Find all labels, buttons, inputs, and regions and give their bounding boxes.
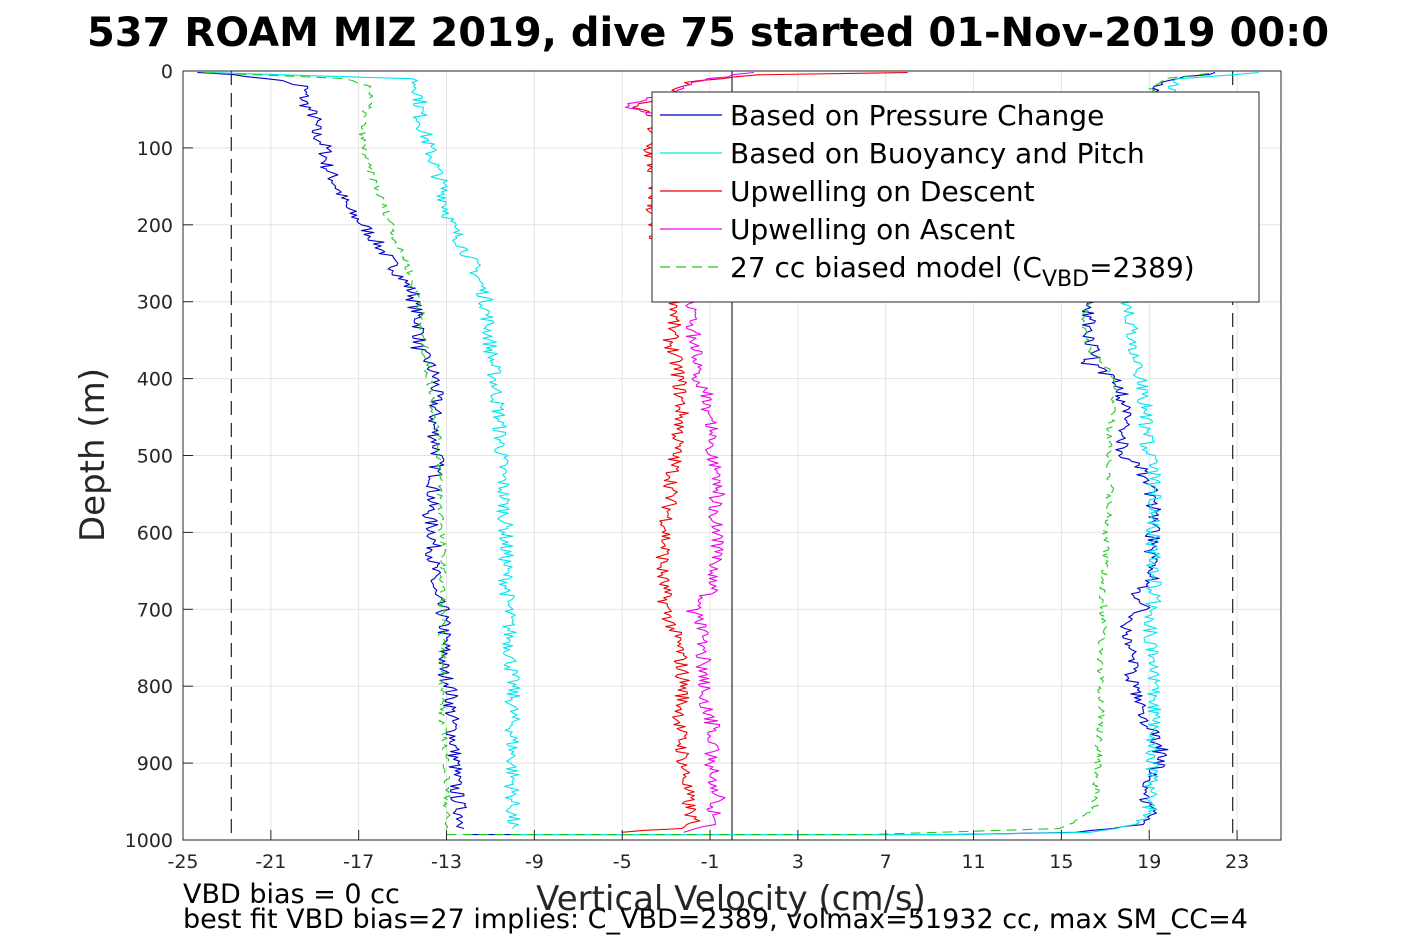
x-tick-label: -1 xyxy=(701,851,720,873)
x-axis-label: Vertical Velocity (cm/s) xyxy=(536,879,926,919)
y-tick-label: 500 xyxy=(137,446,173,468)
x-ticks: -25 -21 -17 -13 -9 -5 -1 3 7 11 15 19 23 xyxy=(167,830,1249,873)
x-tick-label: -9 xyxy=(525,851,544,873)
y-tick-label: 900 xyxy=(137,753,173,775)
y-tick-label: 0 xyxy=(161,61,173,83)
legend-label: Based on Buoyancy and Pitch xyxy=(730,137,1145,170)
x-tick-label: -17 xyxy=(343,851,374,873)
legend-label: Upwelling on Descent xyxy=(730,175,1035,208)
legend-box xyxy=(651,91,1260,303)
series-27-cc-biased-model xyxy=(204,71,1216,836)
legend-label: Based on Pressure Change xyxy=(730,99,1104,132)
series-line-27-cc-biased-model xyxy=(446,71,1216,836)
x-tick-label: 7 xyxy=(880,851,892,873)
y-tick-label: 700 xyxy=(137,599,173,621)
x-tick-label: -5 xyxy=(613,851,632,873)
x-tick-label: 15 xyxy=(1049,851,1073,873)
legend-entry: Based on Buoyancy and Pitch xyxy=(660,137,1145,170)
vbd-bias-note: VBD bias = 0 cc xyxy=(183,879,400,910)
x-tick-label: -25 xyxy=(167,851,198,873)
series-line-based-on-pressure-change xyxy=(197,71,467,830)
legend-label: 27 cc biased model (CVBD=2389) xyxy=(730,251,1195,292)
series-line-based-on-buoyancy-and-pitch xyxy=(210,71,521,829)
y-tick-label: 800 xyxy=(137,676,173,698)
x-tick-label: 19 xyxy=(1137,851,1161,873)
y-axis-label: Depth (m) xyxy=(73,368,113,542)
legend-entry: 27 cc biased model (CVBD=2389) xyxy=(660,251,1195,292)
chart-title: 537 ROAM MIZ 2019, dive 75 started 01-No… xyxy=(87,10,1329,56)
series-line-27-cc-biased-model xyxy=(204,71,451,829)
legend-label: Upwelling on Ascent xyxy=(730,213,1015,246)
y-tick-label: 1000 xyxy=(125,830,173,852)
legend: Based on Pressure Change Based on Buoyanc… xyxy=(651,91,1260,303)
x-tick-label: -13 xyxy=(431,851,462,873)
legend-entry: Upwelling on Ascent xyxy=(660,213,1015,246)
best-fit-note: best fit VBD bias=27 implies: C_VBD=2389… xyxy=(183,904,1248,935)
y-tick-label: 200 xyxy=(137,215,173,237)
legend-entry: Based on Pressure Change xyxy=(660,99,1104,132)
y-tick-label: 400 xyxy=(137,369,173,391)
x-tick-label: 3 xyxy=(792,851,804,873)
y-tick-label: 100 xyxy=(137,138,173,160)
x-tick-label: -21 xyxy=(255,851,286,873)
y-ticks: 0 100 200 300 400 500 600 700 800 900 1000 xyxy=(125,61,193,852)
legend-entry: Upwelling on Descent xyxy=(660,175,1035,208)
y-tick-label: 300 xyxy=(137,292,173,314)
y-tick-label: 600 xyxy=(137,522,173,544)
x-tick-label: 11 xyxy=(961,851,985,873)
x-tick-label: 23 xyxy=(1225,851,1249,873)
